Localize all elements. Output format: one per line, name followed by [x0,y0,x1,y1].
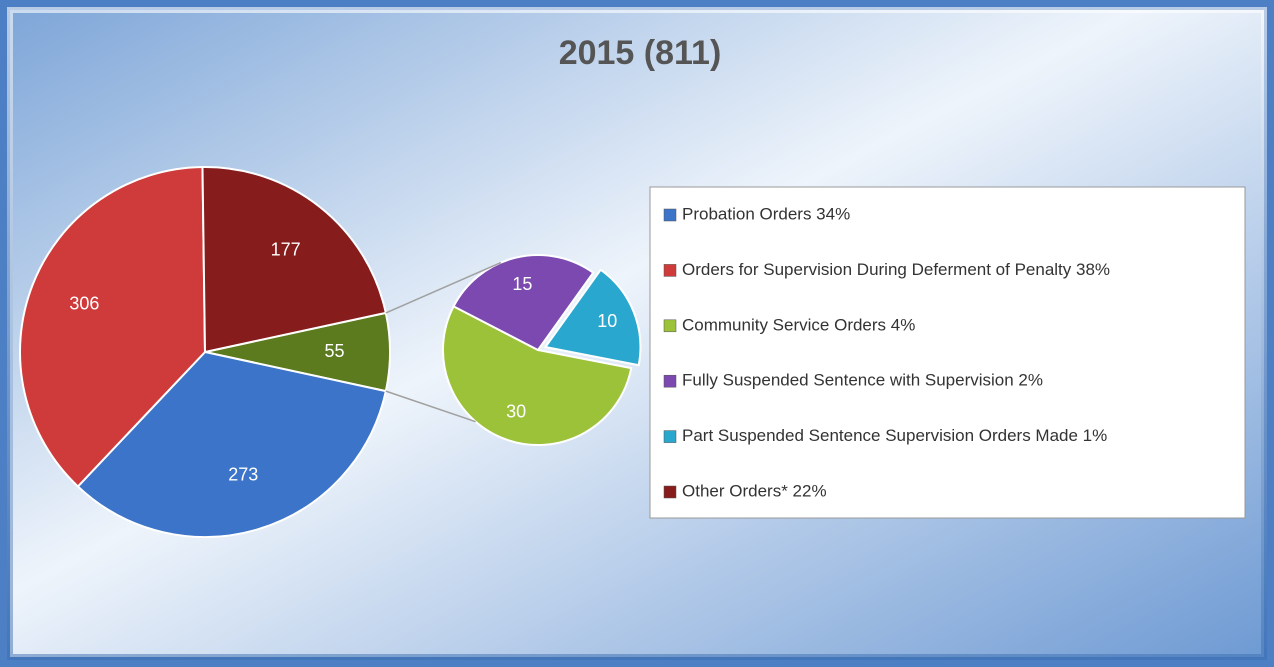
data-label: 30 [506,402,526,422]
data-label: 10 [597,311,617,331]
data-label: 177 [271,239,301,259]
data-label: 15 [512,274,532,294]
pie-slice [442,304,633,446]
legend-label: Community Service Orders 4% [682,315,915,334]
legend-label: Part Suspended Sentence Supervision Orde… [682,426,1107,445]
legend-swatch [663,374,677,388]
pie-slice [201,166,388,354]
pie-slice [19,166,207,488]
legend-swatch [663,264,677,277]
data-label: 273 [228,464,258,484]
legend-swatch [663,208,677,222]
connector-line [385,390,476,423]
legend-label: Orders for Supervision During Deferment … [682,260,1110,279]
chart-title: 2015 (811) [559,34,722,72]
bevel [7,7,1267,660]
legend-swatch [663,485,677,499]
legend-label: Fully Suspended Sentence with Supervisio… [682,371,1043,390]
connector-line [385,261,502,314]
pie-slice [76,350,388,538]
data-label: 306 [69,294,99,314]
legend-label: Other Orders* 22% [682,481,827,500]
legend-swatch [663,430,677,443]
legend-swatch [663,319,677,333]
legend-label: Probation Orders 34% [682,204,850,223]
legend [649,186,1246,519]
pie-slice [543,268,642,367]
pie-slice [452,254,595,352]
data-label: 55 [324,341,344,361]
